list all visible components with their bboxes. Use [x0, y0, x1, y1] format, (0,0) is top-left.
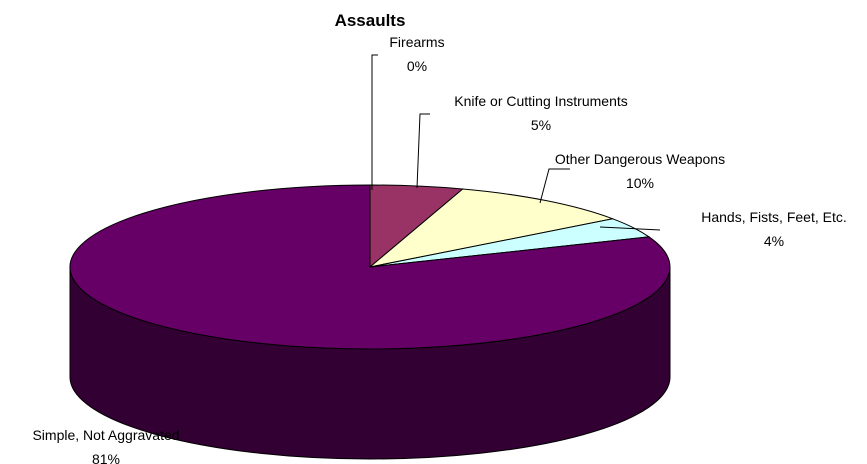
chart-title: Assaults [335, 11, 406, 30]
data-labels: Firearms 0% Knife or Cutting Instruments 5%… [32, 34, 846, 464]
slice-value-other-dangerous-weapons: 10% [626, 175, 654, 191]
slice-label-firearms: Firearms [389, 34, 444, 50]
slice-value-hands-fists-feet-etc: 4% [764, 233, 784, 249]
leader-lines [371, 54, 661, 231]
leader-line-knife-or-cutting-instruments [416, 113, 430, 189]
slice-value-knife-or-cutting-instruments: 5% [531, 117, 551, 133]
pie-slice-other-dangerous-weapons [369, 188, 615, 268]
slice-value-firearms: 0% [407, 58, 427, 74]
leader-line-other-dangerous-weapons [539, 168, 570, 204]
slice-label-hands-fists-feet-etc: Hands, Fists, Feet, Etc. [701, 209, 847, 225]
slice-label-simple-not-aggravated: Simple, Not Aggravated [32, 427, 179, 443]
pie-body [69, 184, 671, 460]
slice-label-knife-or-cutting-instruments: Knife or Cutting Instruments [454, 93, 628, 109]
leader-line-firearms [371, 54, 378, 190]
slice-label-other-dangerous-weapons: Other Dangerous Weapons [555, 151, 725, 167]
slice-value-simple-not-aggravated: 81% [92, 451, 120, 464]
pie-slice-simple-not-aggravated [69, 184, 671, 350]
leader-line-hands-fists-feet-etc [599, 226, 661, 231]
